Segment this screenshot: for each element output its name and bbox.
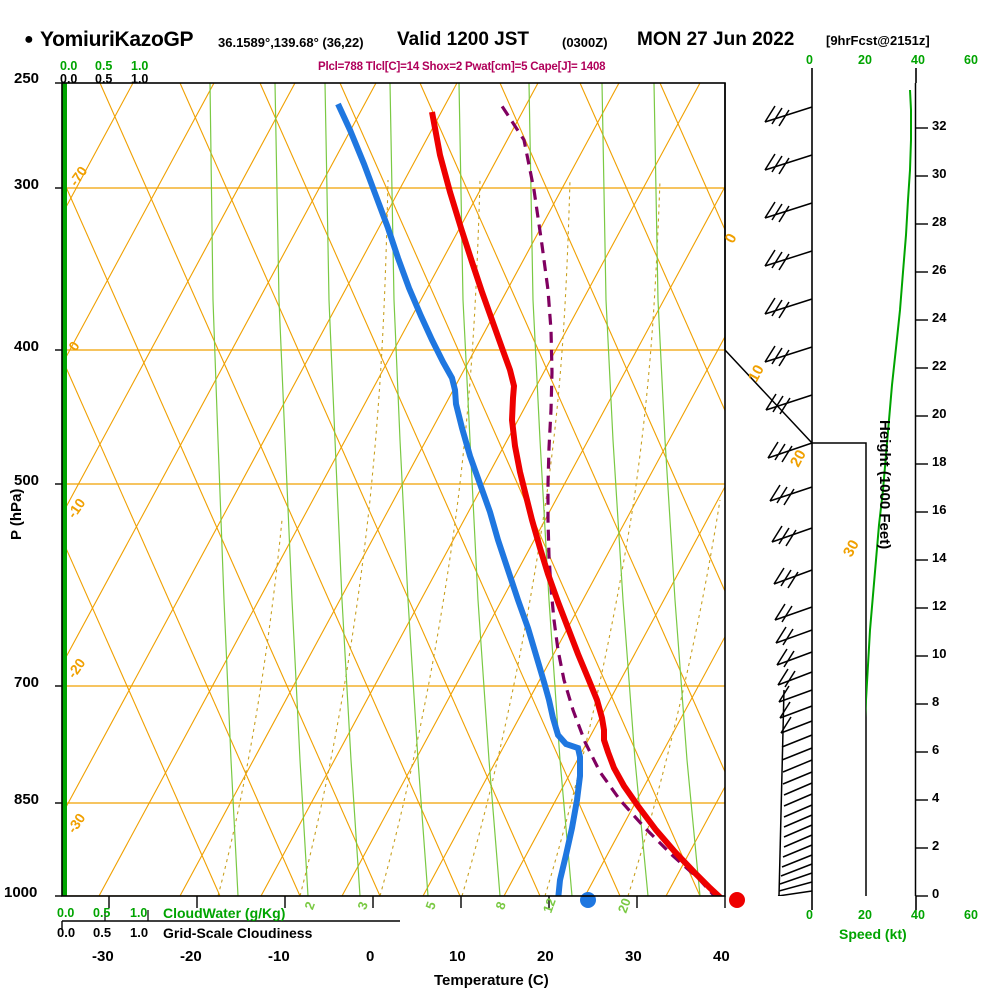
cloudiness-axis-label: Grid-Scale Cloudiness — [163, 925, 313, 941]
bottom-cloudiness-tick-0: 0.0 — [57, 925, 76, 940]
temperature-tick-marks — [108, 896, 726, 908]
bottom-cloudwater-tick-2: 1.0 — [130, 906, 148, 920]
valid-date: MON 27 Jun 2022 — [637, 29, 795, 50]
pressure-tick-700: 700 — [14, 674, 40, 691]
pressure-tick-250: 250 — [14, 70, 40, 87]
dry-adiabat-lines — [62, 83, 725, 896]
station-coords: 36.1589°,139.68° (36,22) — [218, 35, 364, 50]
temp-tick-0: 0 — [366, 948, 375, 965]
height-axis-label: Height (1000 Feet) — [876, 420, 893, 550]
pressure-tick-400: 400 — [14, 338, 40, 355]
height-tick-4: 4 — [932, 790, 940, 805]
pressure-tick-850: 850 — [14, 791, 40, 808]
mixing-ratio-lines — [209, 83, 701, 896]
top-speed-tick-2: 40 — [911, 53, 925, 67]
bottom-cloudwater-tick-0: 0.0 — [57, 906, 75, 920]
valid-time: Valid 1200 JST — [397, 29, 530, 50]
height-tick-18: 18 — [932, 454, 947, 469]
top-speed-tick-0: 0 — [806, 53, 813, 67]
bottom-cloudiness-tick-1: 0.5 — [93, 925, 112, 940]
pressure-tick-marks — [55, 82, 62, 897]
height-tick-26: 26 — [932, 262, 947, 277]
speed-profile-curve — [866, 89, 912, 718]
isobar-lines — [62, 187, 725, 896]
height-tick-22: 22 — [932, 358, 947, 373]
bottom-speed-tick-2: 40 — [911, 908, 925, 922]
temp-tick-40: 40 — [713, 948, 730, 965]
sounding-stats: Plcl=788 Tlcl[C]=14 Shox=2 Pwat[cm]=5 Ca… — [318, 61, 606, 73]
top-cloudwater-tick-2: 1.0 — [131, 59, 149, 73]
height-tick-30: 30 — [932, 166, 947, 181]
height-tick-6: 6 — [932, 742, 940, 757]
height-tick-8: 8 — [932, 694, 940, 709]
surface-temperature-dot — [729, 892, 745, 908]
temperature-axis-label: Temperature (C) — [434, 972, 549, 989]
pressure-tick-500: 500 — [14, 472, 40, 489]
top-cloudwater-tick-0: 0.0 — [60, 59, 78, 73]
height-tick-marks — [916, 127, 928, 897]
top-speed-tick-1: 20 — [858, 53, 872, 67]
bottom-speed-tick-3: 60 — [964, 908, 978, 922]
temp-tick-10: 10 — [449, 948, 466, 965]
height-tick-24: 24 — [932, 310, 947, 325]
pressure-tick-300: 300 — [14, 176, 40, 193]
valid-utc: (0300Z) — [562, 35, 608, 50]
temp-tick-m10: -10 — [268, 948, 290, 965]
height-tick-10: 10 — [932, 646, 947, 661]
temp-tick-20: 20 — [537, 948, 554, 965]
top-speed-tick-3: 60 — [964, 53, 978, 67]
station-bullet-icon: ● — [24, 31, 34, 48]
height-tick-32: 32 — [932, 118, 947, 133]
wind-scale-tick-marks — [811, 68, 917, 910]
pressure-tick-1000: 1000 — [4, 884, 38, 901]
top-cloudwater-tick-1: 0.5 — [95, 59, 113, 73]
height-tick-14: 14 — [932, 550, 947, 565]
speed-axis-label: Speed (kt) — [839, 926, 907, 942]
height-tick-20: 20 — [932, 406, 947, 421]
bottom-cloudiness-tick-2: 1.0 — [130, 925, 149, 940]
bottom-speed-tick-1: 20 — [858, 908, 872, 922]
wind-barbs — [764, 105, 813, 896]
pressure-axis-label: P (hPa) — [8, 488, 25, 540]
temp-tick-m20: -20 — [180, 948, 202, 965]
station-name: YomiuriKazoGP — [40, 28, 194, 51]
dewpoint-curve — [335, 102, 583, 896]
height-tick-12: 12 — [932, 598, 947, 613]
bottom-cloudwater-tick-1: 0.5 — [93, 906, 111, 920]
cloudwater-axis-label: CloudWater (g/Kg) — [163, 905, 286, 921]
height-tick-0: 0 — [932, 886, 940, 901]
height-tick-2: 2 — [932, 838, 940, 853]
height-tick-16: 16 — [932, 502, 947, 517]
height-tick-28: 28 — [932, 214, 947, 229]
surface-dewpoint-dot — [580, 892, 596, 908]
bottom-speed-tick-0: 0 — [806, 908, 813, 922]
temp-tick-30: 30 — [625, 948, 642, 965]
temperature-curve — [429, 111, 724, 896]
forecast-stamp: [9hrFcst@2151z] — [826, 33, 930, 48]
temp-tick-m30: -30 — [92, 948, 114, 965]
plot-frame — [61, 82, 726, 897]
wind-panel-outline — [724, 349, 867, 896]
